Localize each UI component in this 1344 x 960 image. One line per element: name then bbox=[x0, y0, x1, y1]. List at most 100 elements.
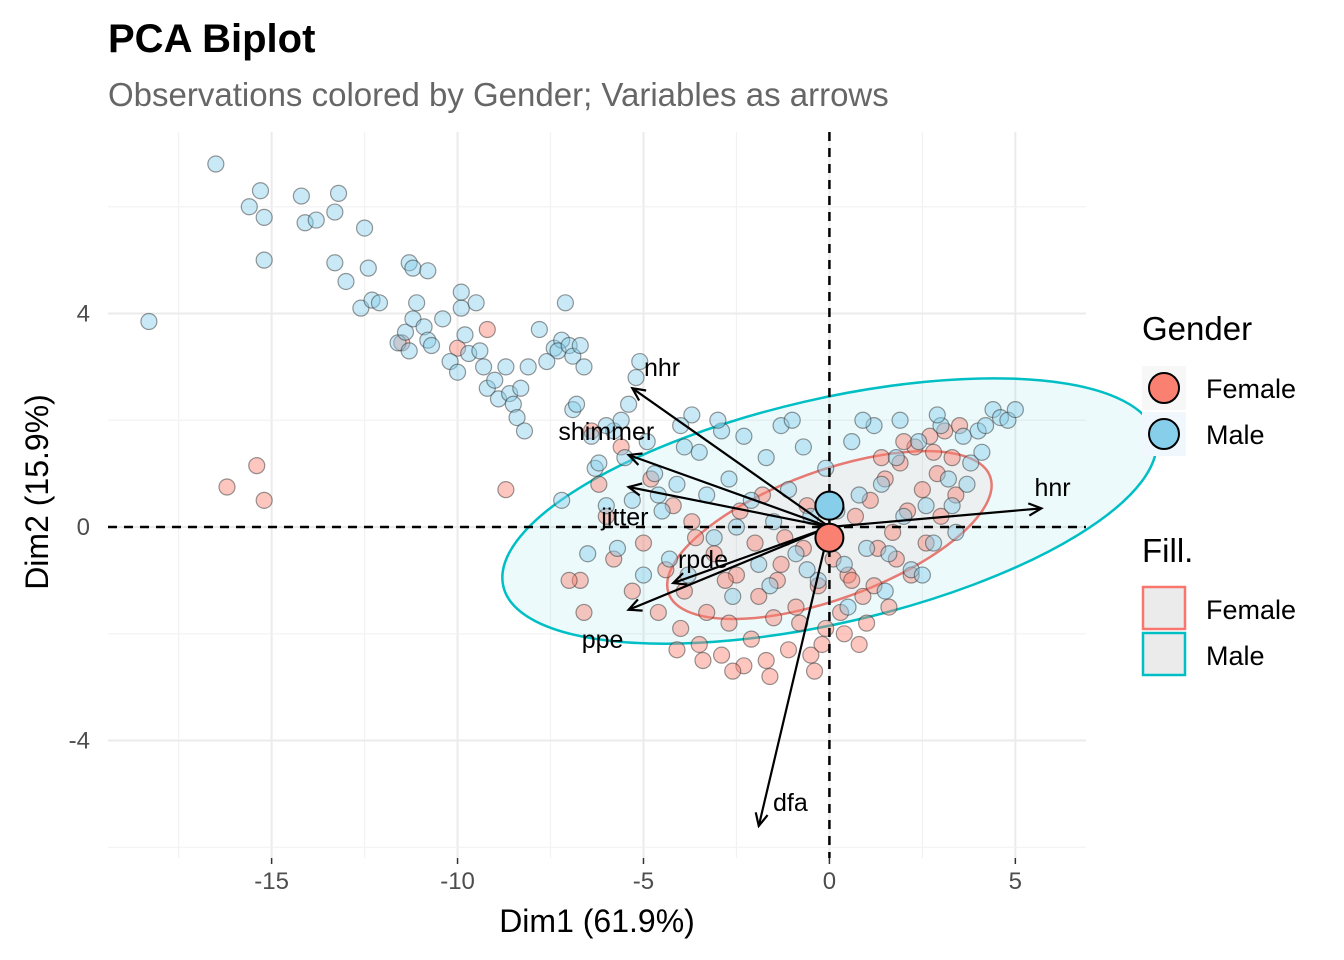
point-female bbox=[950, 417, 969, 435]
point-male bbox=[400, 342, 418, 360]
arrow-nhr bbox=[631, 387, 831, 528]
point-male bbox=[917, 497, 935, 515]
point-female bbox=[672, 619, 690, 638]
legend-fill-key-male bbox=[1141, 631, 1187, 677]
centroid-female bbox=[814, 522, 845, 553]
point-male bbox=[843, 433, 861, 451]
variable-arrows: nhr shimmer jitter rpde ppe hnr dfa bbox=[558, 354, 1071, 829]
point-male bbox=[329, 184, 348, 202]
point-male bbox=[623, 491, 641, 509]
arrow-label-dfa: dfa bbox=[773, 789, 808, 817]
point-female bbox=[924, 443, 943, 461]
point-male bbox=[571, 336, 589, 355]
point-male bbox=[515, 422, 534, 440]
point-male bbox=[512, 379, 530, 397]
point-female bbox=[649, 603, 667, 622]
point-male bbox=[489, 390, 508, 408]
point-female bbox=[813, 635, 831, 654]
legend-title-gender: Gender bbox=[1142, 310, 1252, 347]
x-tick-label: 5 bbox=[1009, 868, 1022, 895]
point-male bbox=[858, 539, 876, 557]
point-female bbox=[478, 320, 496, 339]
arrow-rpde bbox=[672, 525, 830, 585]
point-female bbox=[757, 651, 775, 670]
point-male bbox=[504, 395, 522, 413]
point-female bbox=[846, 507, 865, 525]
chart-subtitle: Observations colored by Gender; Variable… bbox=[108, 76, 889, 113]
point-male bbox=[712, 422, 731, 440]
point-male bbox=[307, 211, 325, 229]
point-male bbox=[932, 417, 950, 435]
legend-fill-label-female: Female bbox=[1206, 595, 1296, 625]
point-male bbox=[597, 497, 615, 515]
arrow-hnr bbox=[829, 507, 1042, 529]
arrowhead-rpde bbox=[670, 572, 688, 586]
point-male bbox=[530, 320, 548, 339]
point-male bbox=[255, 208, 273, 227]
point-female bbox=[668, 641, 686, 659]
legend: Gender Female Male Fill. Female Male bbox=[1141, 310, 1296, 677]
point-male bbox=[854, 411, 872, 429]
point-male bbox=[705, 529, 723, 547]
point-female bbox=[724, 662, 742, 680]
point-male bbox=[1006, 400, 1024, 419]
point-female bbox=[805, 662, 824, 680]
point-female bbox=[582, 422, 601, 440]
point-male bbox=[415, 318, 433, 336]
point-female bbox=[694, 651, 712, 670]
point-male bbox=[631, 352, 649, 371]
point-male bbox=[910, 433, 928, 451]
x-tick-label: -15 bbox=[254, 868, 289, 895]
legend-label-female: Female bbox=[1206, 374, 1296, 404]
point-male bbox=[448, 363, 467, 381]
point-male bbox=[653, 502, 671, 520]
point-male bbox=[467, 294, 485, 312]
point-female bbox=[880, 598, 898, 616]
point-male bbox=[355, 219, 374, 237]
point-male bbox=[404, 259, 422, 277]
arrowhead-dfa bbox=[754, 812, 769, 829]
arrow-label-jitter: jitter bbox=[600, 503, 648, 531]
legend-title-fill: Fill. bbox=[1142, 532, 1193, 569]
y-tick-label: 4 bbox=[77, 301, 90, 328]
point-male bbox=[835, 555, 853, 573]
legend-key-female bbox=[1148, 372, 1180, 404]
point-male bbox=[761, 577, 779, 595]
point-male bbox=[359, 259, 377, 277]
y-tick-label: -4 bbox=[69, 728, 90, 755]
arrowhead-nhr bbox=[630, 386, 647, 402]
point-female bbox=[590, 475, 608, 493]
legend-fill-label-male: Male bbox=[1206, 641, 1265, 671]
point-female bbox=[560, 571, 578, 590]
x-axis-ticks: -15 -10 -5 0 5 bbox=[254, 858, 1022, 895]
point-female bbox=[497, 481, 515, 499]
point-female bbox=[861, 491, 879, 509]
point-male bbox=[597, 417, 615, 435]
point-male bbox=[943, 497, 961, 515]
point-female bbox=[634, 534, 653, 552]
point-female bbox=[761, 667, 779, 686]
point-female bbox=[742, 630, 760, 648]
point-male bbox=[456, 326, 474, 344]
point-male bbox=[408, 294, 426, 312]
point-male bbox=[255, 251, 273, 269]
point-male bbox=[947, 523, 965, 541]
point-male bbox=[501, 384, 519, 403]
point-female bbox=[772, 555, 790, 573]
point-male bbox=[976, 417, 995, 435]
point-female bbox=[750, 587, 768, 606]
point-female bbox=[928, 465, 946, 483]
point-female bbox=[612, 438, 630, 456]
point-female bbox=[802, 646, 820, 664]
point-female bbox=[858, 614, 876, 632]
point-female bbox=[690, 635, 708, 654]
point-male bbox=[549, 342, 567, 360]
point-female bbox=[716, 571, 734, 590]
point-male bbox=[452, 299, 470, 317]
arrowhead-shimmer bbox=[626, 452, 643, 466]
point-female bbox=[843, 571, 861, 590]
point-female bbox=[779, 641, 798, 659]
chart-title: PCA Biplot bbox=[108, 17, 315, 61]
point-male bbox=[638, 433, 656, 451]
point-male bbox=[579, 545, 597, 563]
